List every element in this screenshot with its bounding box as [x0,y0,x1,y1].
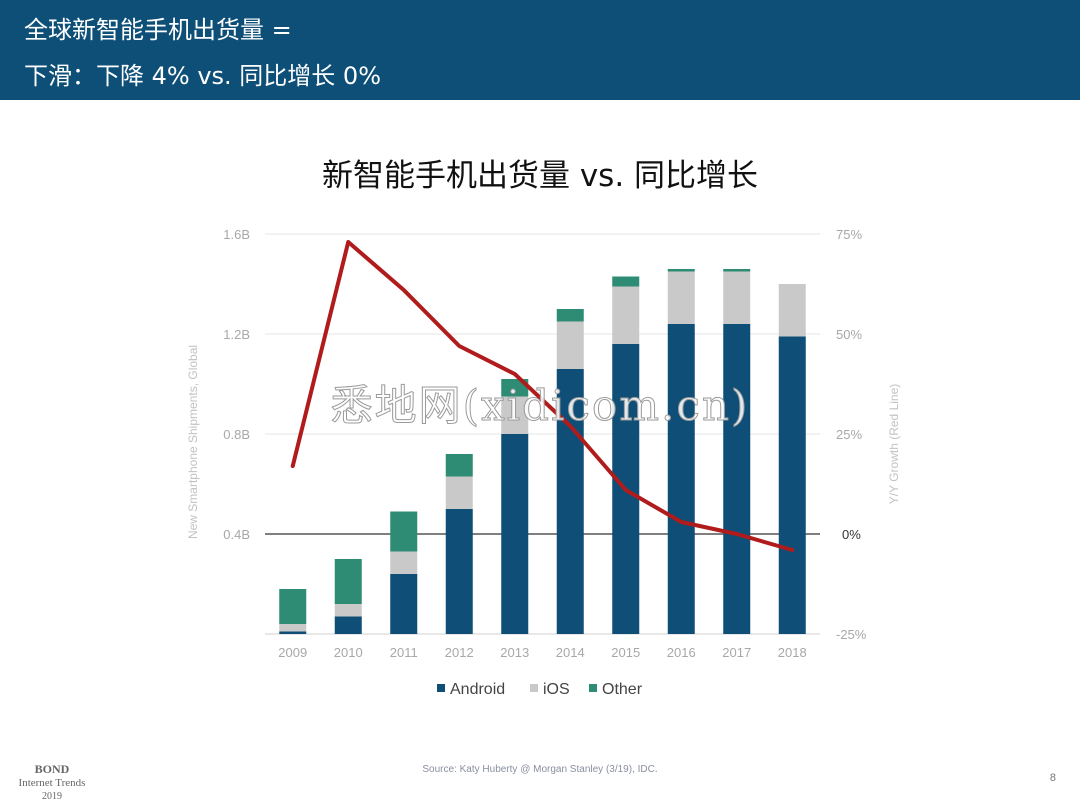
legend-label-android: Android [450,681,505,698]
bar-android [556,369,584,634]
bar-android [390,574,418,634]
bar-ios [667,271,695,324]
bar-other [334,559,362,604]
legend-swatch-other [589,684,597,692]
x-tick-label: 2015 [611,645,640,660]
bar-ios [390,551,418,574]
bar-ios [723,271,751,324]
y-tick-label: 0.4B [223,527,250,542]
x-tick-label: 2009 [278,645,307,660]
y2-tick-label: 50% [836,327,862,342]
y2-tick-label: 25% [836,427,862,442]
watermark-text: 悉地网(xidicom.cn) [330,381,750,431]
bar-other [445,454,473,477]
logo-line-3: 2019 [42,791,62,802]
bar-ios [501,396,529,434]
bar-other [390,511,418,552]
bar-android [667,324,695,634]
chart-title: 新智能手机出货量 vs. 同比增长 [321,158,759,194]
y2-tick-label: 75% [836,227,862,242]
bar-android [501,434,529,634]
bar-other [723,269,751,272]
bar-ios [612,286,640,344]
y-tick-label: 1.2B [223,327,250,342]
x-tick-label: 2013 [500,645,529,660]
x-tick-label: 2018 [778,645,807,660]
bar-other [556,309,584,322]
y-tick-label: 0.8B [223,427,250,442]
bar-other [501,379,529,397]
bar-other [279,589,307,624]
bar-other [667,269,695,272]
header-banner: 全球新智能手机出货量 = 下滑：下降 4% vs. 同比增长 0% [0,0,1080,100]
y2-axis-title: Y/Y Growth (Red Line) [887,384,901,505]
x-tick-label: 2016 [667,645,696,660]
x-tick-label: 2014 [556,645,585,660]
y-tick-label: 1.6B [223,227,250,242]
growth-line [290,240,795,552]
x-tick-label: 2011 [390,645,418,660]
headline-line-1: 全球新智能手机出货量 = [24,16,292,44]
bar-ios [334,604,362,617]
x-tick-label: 2017 [722,645,751,660]
bar-ios [778,284,806,337]
bar-ios [556,321,584,369]
page-number: 8 [1049,772,1056,784]
y2-tick-label: -25% [836,627,867,642]
source-note: Source: Katy Huberty @ Morgan Stanley (3… [422,764,658,775]
bond-logo: BOND Internet Trends 2019 [14,762,90,804]
legend-swatch-android [437,684,445,692]
bar-android [723,324,751,634]
bar-other [612,276,640,287]
y-axis-title: New Smartphone Shipments, Global [186,345,200,539]
bar-ios [279,624,307,632]
legend-swatch-ios [530,684,538,692]
legend-label-other: Other [602,681,643,698]
bar-android [334,616,362,634]
headline-line-2: 下滑：下降 4% vs. 同比增长 0% [24,62,381,90]
bar-android [279,631,307,634]
bar-android [445,509,473,634]
logo-line-2: Internet Trends [18,777,86,789]
x-tick-label: 2010 [334,645,363,660]
y2-tick-label: 0% [842,527,861,542]
logo-line-1: BOND [34,762,70,776]
legend-label-ios: iOS [543,681,570,698]
bar-android [778,336,806,634]
bar-ios [445,476,473,509]
x-tick-label: 2012 [445,645,474,660]
